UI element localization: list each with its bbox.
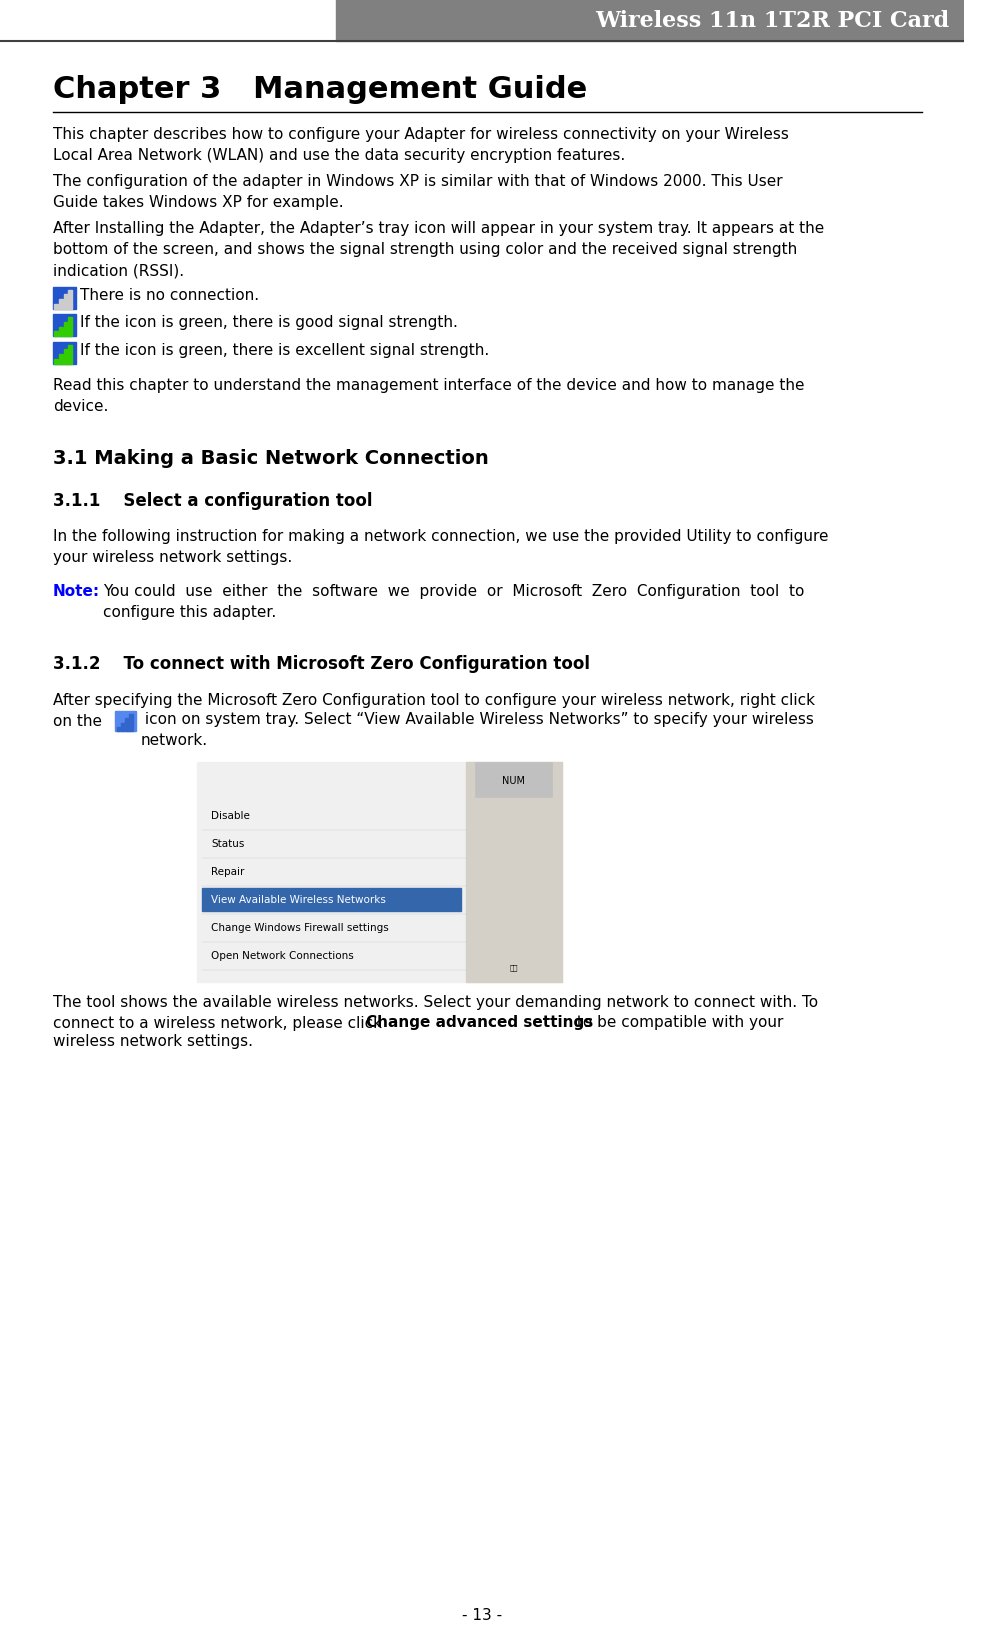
Bar bbox=[68, 290, 72, 310]
Bar bbox=[68, 346, 72, 363]
Text: Chapter 3   Management Guide: Chapter 3 Management Guide bbox=[53, 75, 587, 104]
Text: Status: Status bbox=[211, 838, 245, 848]
Bar bbox=[465, 763, 561, 983]
Text: Wireless 11n 1T2R PCI Card: Wireless 11n 1T2R PCI Card bbox=[595, 10, 949, 33]
Text: The tool shows the available wireless networks. Select your demanding network to: The tool shows the available wireless ne… bbox=[53, 994, 817, 1030]
Bar bbox=[54, 305, 58, 310]
Bar bbox=[116, 727, 120, 732]
Bar bbox=[54, 333, 58, 337]
Bar bbox=[115, 712, 136, 732]
Bar bbox=[120, 724, 124, 732]
Bar bbox=[125, 719, 128, 732]
Text: Open Network Connections: Open Network Connections bbox=[211, 950, 354, 960]
Text: Note:: Note: bbox=[53, 584, 100, 598]
Text: If the icon is green, there is good signal strength.: If the icon is green, there is good sign… bbox=[80, 315, 457, 329]
Text: View Available Wireless Networks: View Available Wireless Networks bbox=[211, 895, 386, 905]
Text: If the icon is green, there is excellent signal strength.: If the icon is green, there is excellent… bbox=[80, 342, 489, 357]
Bar bbox=[59, 328, 63, 337]
Bar bbox=[53, 342, 76, 363]
Text: wireless network settings.: wireless network settings. bbox=[53, 1033, 253, 1048]
Bar bbox=[53, 315, 76, 337]
Bar bbox=[202, 888, 460, 911]
Bar bbox=[54, 360, 58, 363]
Text: The configuration of the adapter in Windows XP is similar with that of Windows 2: The configuration of the adapter in Wind… bbox=[53, 174, 781, 210]
Bar bbox=[129, 714, 132, 732]
Text: 3.1 Making a Basic Network Connection: 3.1 Making a Basic Network Connection bbox=[53, 448, 488, 468]
Text: 3.1.2    To connect with Microsoft Zero Configuration tool: 3.1.2 To connect with Microsoft Zero Con… bbox=[53, 655, 589, 673]
Text: Change advanced settings: Change advanced settings bbox=[365, 1014, 593, 1029]
Bar bbox=[68, 318, 72, 337]
Text: NUM: NUM bbox=[502, 776, 525, 786]
Bar bbox=[64, 295, 67, 310]
Text: After Installing the Adapter, the Adapter’s tray icon will appear in your system: After Installing the Adapter, the Adapte… bbox=[53, 220, 823, 277]
Text: Repair: Repair bbox=[211, 866, 245, 877]
Text: Change Windows Firewall settings: Change Windows Firewall settings bbox=[211, 923, 388, 932]
Bar bbox=[59, 300, 63, 310]
Text: 🔊📶: 🔊📶 bbox=[509, 965, 518, 971]
Text: Disable: Disable bbox=[211, 810, 250, 820]
Text: There is no connection.: There is no connection. bbox=[80, 287, 259, 302]
Text: In the following instruction for making a network connection, we use the provide: In the following instruction for making … bbox=[53, 530, 827, 566]
Bar bbox=[336, 0, 963, 42]
Text: - 13 -: - 13 - bbox=[461, 1607, 502, 1622]
Text: After specifying the Microsoft Zero Configuration tool to configure your wireles: After specifying the Microsoft Zero Conf… bbox=[53, 693, 814, 729]
Text: You could  use  either  the  software  we  provide  or  Microsoft  Zero  Configu: You could use either the software we pro… bbox=[102, 584, 803, 619]
Bar bbox=[59, 355, 63, 363]
Bar bbox=[64, 323, 67, 337]
Text: This chapter describes how to configure your Adapter for wireless connectivity o: This chapter describes how to configure … bbox=[53, 127, 788, 163]
Bar bbox=[474, 763, 552, 797]
Bar bbox=[197, 763, 561, 983]
Text: icon on system tray. Select “View Available Wireless Networks” to specify your w: icon on system tray. Select “View Availa… bbox=[140, 712, 813, 748]
Text: to be compatible with your: to be compatible with your bbox=[572, 1014, 782, 1029]
Text: Read this chapter to understand the management interface of the device and how t: Read this chapter to understand the mana… bbox=[53, 378, 803, 414]
Bar bbox=[53, 287, 76, 310]
Bar bbox=[64, 350, 67, 363]
Text: 3.1.1    Select a configuration tool: 3.1.1 Select a configuration tool bbox=[53, 492, 372, 510]
